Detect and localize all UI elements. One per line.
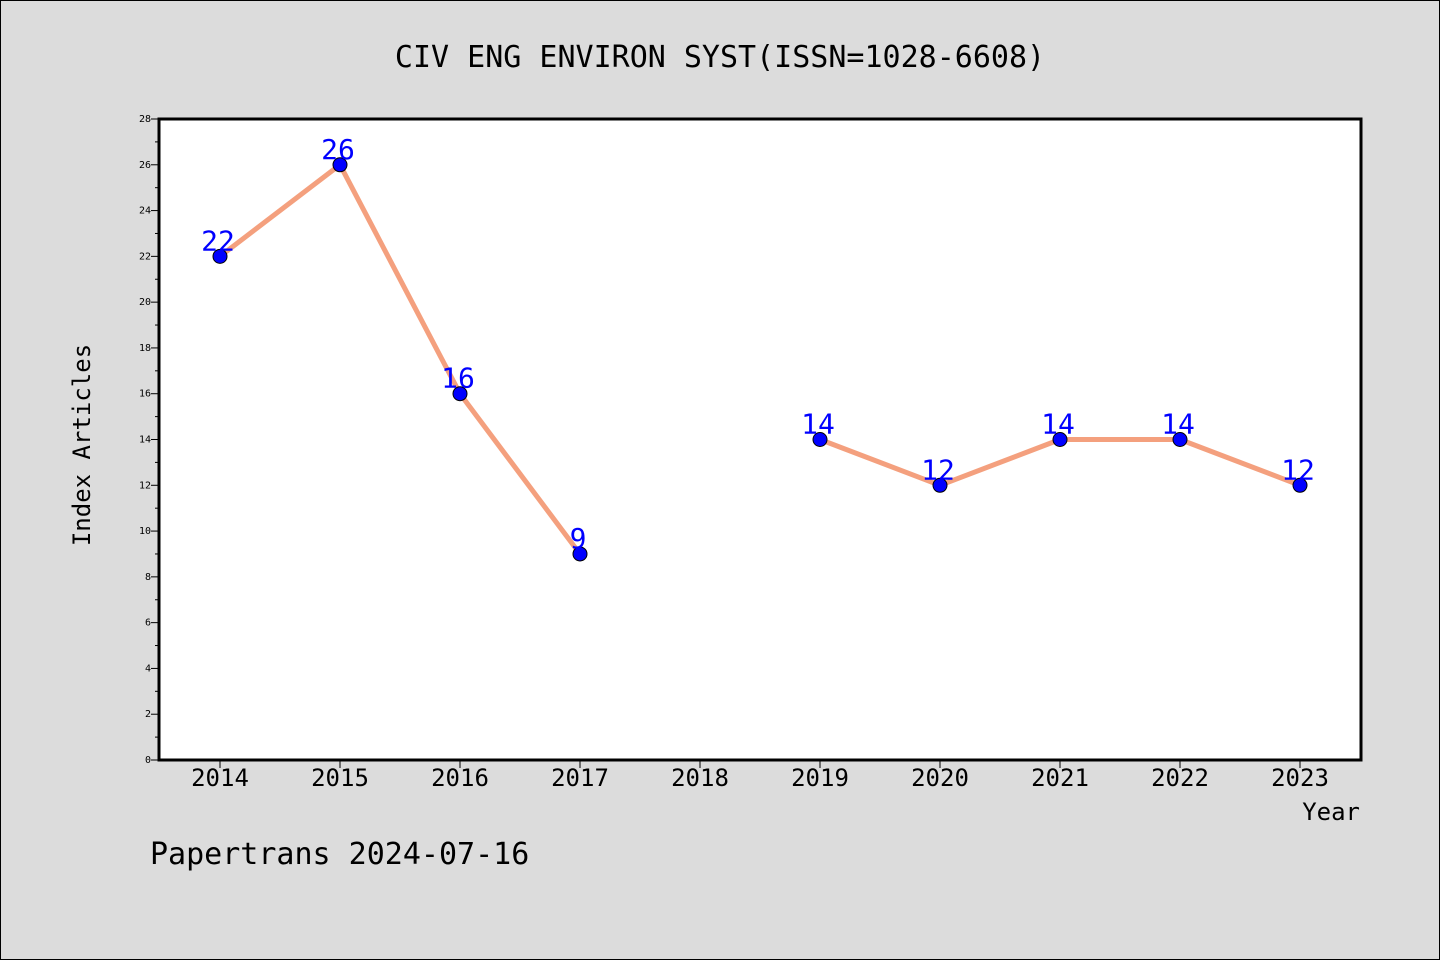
data-point <box>1052 432 1068 447</box>
x-tick-label: 2022 <box>1151 764 1209 792</box>
y-tick-label: 4 <box>145 663 151 674</box>
data-point <box>452 386 468 402</box>
data-label: 9 <box>570 522 587 555</box>
chart-title: CIV ENG ENVIRON SYST(ISSN=1028-6608) <box>395 40 1045 75</box>
y-tick-label: 22 <box>139 251 151 262</box>
data-label: 12 <box>921 453 955 486</box>
x-tick-label: 2021 <box>1031 764 1089 792</box>
x-axis-label: Year <box>1302 798 1360 826</box>
data-label: 14 <box>1161 408 1195 441</box>
footer-credit: Papertrans 2024-07-16 <box>150 837 529 872</box>
data-label: 14 <box>1041 408 1075 441</box>
x-tick-label: 2014 <box>191 764 249 792</box>
data-point <box>212 248 228 264</box>
x-tick-label: 2023 <box>1271 764 1329 792</box>
y-tick-label: 14 <box>139 435 151 446</box>
x-tick-label: 2017 <box>551 764 609 792</box>
y-tick-label: 18 <box>139 343 151 354</box>
data-point <box>572 546 588 562</box>
data-label: 12 <box>1281 453 1315 486</box>
y-tick-label: 10 <box>139 526 151 537</box>
y-tick-label: 2 <box>145 709 151 720</box>
x-tick-label: 2016 <box>431 764 489 792</box>
y-tick-label: 8 <box>145 572 151 583</box>
y-tick-label: 6 <box>145 618 151 629</box>
y-tick-label: 0 <box>145 755 151 766</box>
x-tick-label: 2020 <box>911 764 969 792</box>
data-label: 14 <box>801 408 835 441</box>
y-tick-label: 16 <box>139 389 151 400</box>
y-tick-label: 26 <box>139 160 151 171</box>
y-tick-label: 28 <box>139 114 151 125</box>
data-label: 16 <box>441 362 475 395</box>
data-point <box>332 157 348 173</box>
x-tick-label: 2015 <box>311 764 369 792</box>
x-tick-label: 2018 <box>671 764 729 792</box>
data-point <box>932 477 948 493</box>
y-tick-label: 20 <box>139 297 151 308</box>
data-label: 26 <box>321 133 355 166</box>
y-tick-label: 12 <box>139 480 151 491</box>
data-point <box>812 432 828 447</box>
series-line <box>217 162 583 557</box>
x-tick-label: 2019 <box>791 764 849 792</box>
data-point <box>1292 477 1308 493</box>
data-point <box>1172 432 1188 447</box>
y-tick-label: 24 <box>139 206 151 217</box>
y-axis-label: Index Articles <box>68 344 96 546</box>
data-label: 22 <box>201 224 235 257</box>
